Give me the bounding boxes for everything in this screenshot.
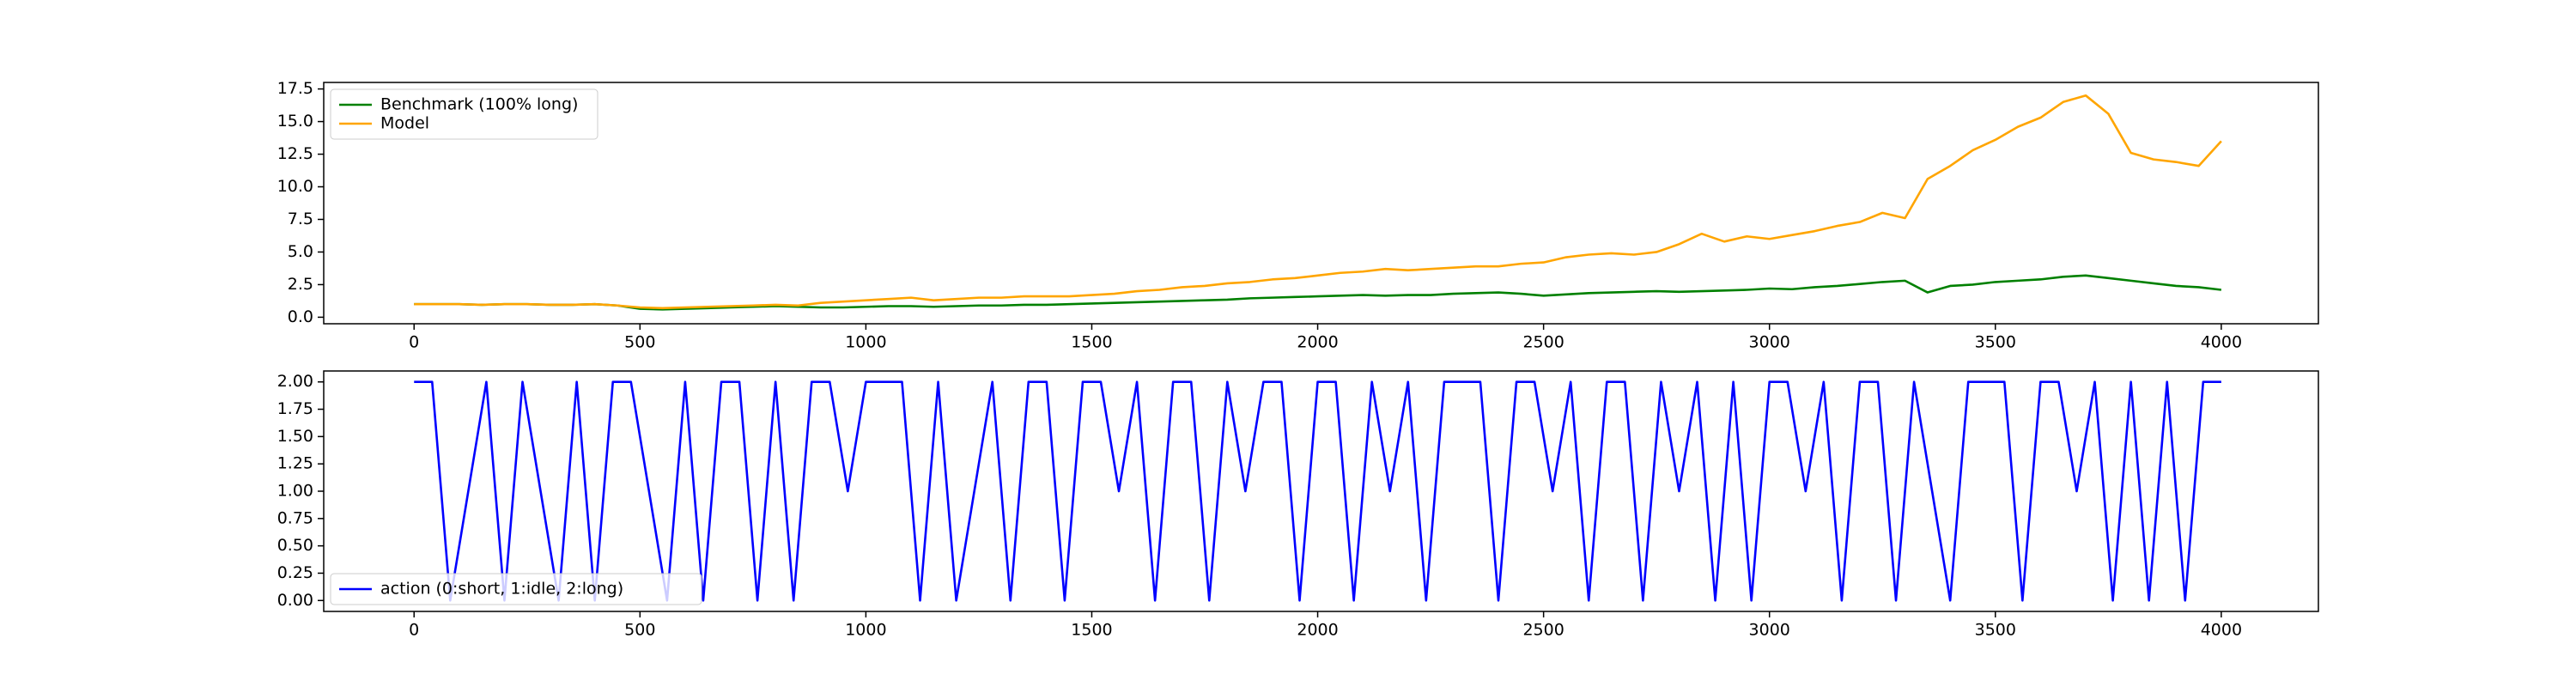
x-tick-label: 500 — [624, 333, 655, 352]
axes-frame — [323, 82, 2319, 325]
y-tick-label: 2.00 — [277, 372, 313, 391]
series-line — [414, 274, 2222, 311]
y-tick-label: 15.0 — [277, 112, 313, 131]
x-tick-label: 1000 — [845, 333, 886, 352]
y-tick-label: 0.75 — [277, 508, 313, 527]
legend: Benchmark (100% long)Model — [330, 88, 598, 140]
y-tick-label: 0.50 — [277, 536, 313, 555]
x-tick-label: 4000 — [2201, 333, 2242, 352]
x-tick-label: 0 — [409, 621, 419, 640]
x-tick-label: 0 — [409, 333, 419, 352]
x-tick-label: 1000 — [845, 621, 886, 640]
y-tick-label: 1.00 — [277, 482, 313, 501]
y-tick-label: 7.5 — [288, 210, 313, 228]
x-tick-label: 3000 — [1749, 621, 1790, 640]
y-tick-label: 1.25 — [277, 454, 313, 473]
x-tick-label: 2500 — [1522, 621, 1564, 640]
y-tick-label: 5.0 — [288, 242, 313, 261]
y-tick-label: 1.50 — [277, 427, 313, 446]
y-tick-label: 12.5 — [277, 144, 313, 163]
x-tick-label: 1500 — [1071, 333, 1112, 352]
legend-label: Benchmark (100% long) — [380, 95, 578, 114]
axes-frame — [323, 370, 2319, 612]
legend: action (0:short, 1:idle, 2:long) — [330, 573, 702, 605]
series-line — [414, 380, 2221, 602]
x-tick-label: 3500 — [1975, 621, 2016, 640]
x-tick-label: 2500 — [1522, 333, 1564, 352]
y-tick-label: 2.5 — [288, 275, 313, 294]
legend-label: Model — [380, 114, 429, 133]
x-tick-label: 3000 — [1749, 333, 1790, 352]
legend-label: action (0:short, 1:idle, 2:long) — [380, 580, 623, 599]
y-tick-label: 0.25 — [277, 563, 313, 582]
y-tick-label: 0.00 — [277, 591, 313, 610]
x-tick-label: 1500 — [1071, 621, 1112, 640]
legend-box — [330, 88, 598, 140]
x-tick-label: 2000 — [1297, 621, 1338, 640]
series-line — [414, 94, 2222, 310]
x-tick-label: 2000 — [1297, 333, 1338, 352]
y-tick-label: 1.75 — [277, 399, 313, 418]
x-tick-label: 3500 — [1975, 333, 2016, 352]
x-tick-label: 4000 — [2201, 621, 2242, 640]
y-tick-label: 10.0 — [277, 177, 313, 196]
legend-box — [330, 573, 702, 605]
x-tick-label: 500 — [624, 621, 655, 640]
y-tick-label: 0.0 — [288, 307, 313, 326]
y-tick-label: 17.5 — [277, 79, 313, 98]
